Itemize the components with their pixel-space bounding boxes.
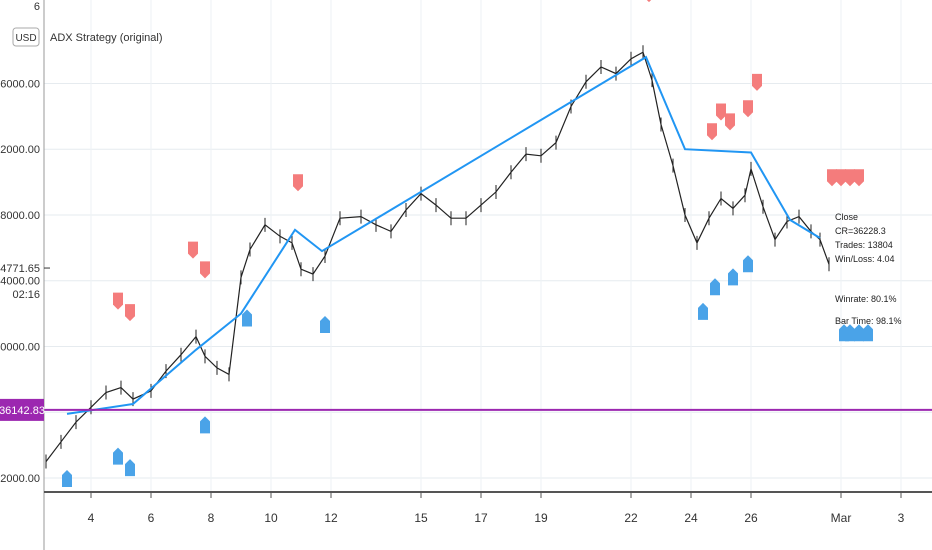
sell-signal-marker [646, 0, 652, 3]
horizontal-line-label: 36142.83 [0, 405, 45, 417]
x-tick-label: 8 [208, 511, 215, 525]
x-tick-label: 19 [534, 511, 548, 525]
buy-signal-marker [743, 255, 753, 273]
y-tick-label: 44000.00 [0, 276, 40, 288]
sell-signal-marker [200, 261, 210, 279]
stat-bartime: Bar Time: 98.1% [835, 316, 902, 326]
y-tick-label: 40000.00 [0, 341, 40, 353]
time-axis-labels[interactable]: 4 6 8 10 12 15 17 19 22 24 26 Mar 3 [88, 492, 905, 525]
horizontal-line-label-box [0, 398, 44, 421]
grid [44, 0, 932, 492]
x-tick-label: 17 [474, 511, 488, 525]
sell-signal-marker [854, 169, 864, 187]
buy-signal-marker [854, 324, 864, 342]
last-price-label: 44771.65 [0, 263, 40, 275]
x-tick-label: 15 [414, 511, 428, 525]
sell-signal-marker [188, 241, 198, 259]
strategy-stats: Close CR=36228.3 Trades: 13804 Win/Loss:… [835, 212, 902, 326]
x-tick-label: 24 [684, 511, 698, 525]
price-series [45, 45, 830, 469]
bar-countdown: 02:16 [12, 289, 40, 301]
sell-signal-marker [113, 292, 123, 310]
sell-signal-marker [752, 73, 762, 91]
buy-signal-marker [113, 447, 123, 465]
adx-strategy-line [66, 55, 821, 415]
x-tick-label: 12 [324, 511, 338, 525]
x-tick-label: Mar [831, 511, 852, 525]
x-tick-label: 4 [88, 511, 95, 525]
buy-signal-marker [320, 316, 330, 334]
sell-signal-marker [743, 100, 753, 118]
stat-cr: CR=36228.3 [835, 226, 886, 236]
y-tick-label: 48000.00 [0, 210, 40, 222]
x-tick-label: 6 [148, 511, 155, 525]
buy-signal-marker [698, 302, 708, 320]
stat-winloss: Win/Loss: 4.04 [835, 254, 895, 264]
sell-signal-marker [293, 174, 303, 192]
sell-signal-marker [836, 169, 846, 187]
buy-signal-marker [845, 324, 855, 342]
y-tick-label: 56000.00 [0, 78, 40, 90]
x-tick-label: 22 [624, 511, 638, 525]
buy-signal-marker [863, 324, 873, 342]
price-line [45, 51, 830, 462]
sell-signal-marker [125, 304, 135, 322]
stat-close: Close [835, 212, 858, 222]
buy-signal-marker [242, 309, 252, 327]
y-tick-label-clipped: 6 [34, 1, 40, 13]
price-axis-labels[interactable]: 32000.0036000.0040000.0044000.0048000.00… [0, 1, 40, 485]
x-tick-label: 10 [264, 511, 278, 525]
buy-signal-marker [710, 278, 720, 296]
sell-signal-marker [827, 169, 837, 187]
y-tick-label: 52000.00 [0, 144, 40, 156]
sell-signal-marker [716, 103, 726, 121]
buy-signal-marker [62, 470, 72, 487]
buy-markers [62, 255, 873, 487]
sell-signal-marker [707, 123, 717, 141]
stat-winrate: Winrate: 80.1% [835, 294, 897, 304]
sell-signal-marker [845, 169, 855, 187]
y-tick-label: 32000.00 [0, 473, 40, 485]
buy-signal-marker [200, 416, 210, 434]
x-tick-label: 3 [898, 511, 905, 525]
buy-signal-marker [125, 459, 135, 477]
stat-trades: Trades: 13804 [835, 240, 893, 250]
x-tick-label: 26 [744, 511, 758, 525]
sell-signal-marker [725, 113, 735, 131]
sell-markers [113, 0, 864, 322]
buy-signal-marker [728, 268, 738, 286]
currency-badge[interactable]: USD [12, 27, 40, 47]
currency-label: USD [15, 33, 36, 44]
indicator-title[interactable]: ADX Strategy (original) [50, 32, 163, 44]
